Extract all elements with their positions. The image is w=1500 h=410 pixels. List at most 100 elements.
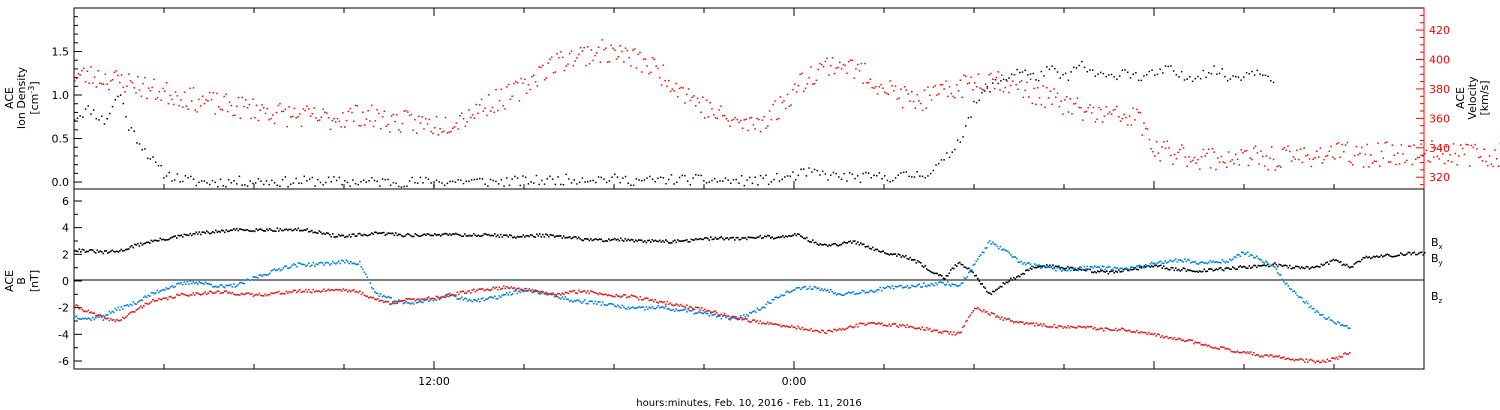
bz-point bbox=[314, 291, 316, 293]
bx-point bbox=[815, 241, 817, 244]
bx-point bbox=[399, 233, 402, 236]
velocity-point bbox=[875, 85, 877, 88]
bz-point bbox=[611, 295, 613, 297]
bz-point bbox=[425, 299, 427, 301]
velocity-point bbox=[432, 132, 434, 135]
bx-point bbox=[1263, 264, 1266, 266]
bz-point bbox=[156, 299, 159, 302]
density-point bbox=[597, 176, 600, 178]
by-point bbox=[1346, 325, 1348, 327]
by-point bbox=[405, 300, 408, 303]
density-point bbox=[794, 179, 797, 181]
bz-point bbox=[1022, 321, 1024, 323]
by-point bbox=[978, 255, 981, 258]
by-point bbox=[1278, 273, 1281, 276]
by-point bbox=[263, 273, 265, 276]
bx-point bbox=[1209, 268, 1212, 270]
bz-point bbox=[1316, 360, 1318, 363]
density-point bbox=[589, 180, 592, 182]
by-point bbox=[87, 317, 90, 319]
density-point bbox=[198, 181, 200, 184]
velocity-point bbox=[119, 81, 121, 84]
bz-point bbox=[752, 319, 754, 321]
bx-point bbox=[819, 243, 822, 245]
bx-point bbox=[1266, 263, 1269, 266]
bx-point bbox=[893, 253, 895, 255]
bx-point bbox=[194, 233, 196, 235]
bx-point bbox=[450, 234, 453, 236]
velocity-point bbox=[1020, 80, 1023, 82]
density-point bbox=[641, 180, 643, 182]
by-point bbox=[1089, 266, 1092, 268]
bx-point bbox=[728, 238, 730, 241]
velocity-point bbox=[633, 48, 636, 50]
bz-point bbox=[936, 329, 939, 332]
density-point bbox=[1189, 76, 1191, 78]
bz-point bbox=[1031, 322, 1033, 325]
bz-point bbox=[674, 304, 676, 306]
by-point bbox=[468, 298, 471, 301]
velocity-point bbox=[896, 98, 899, 100]
bz-point bbox=[77, 305, 79, 307]
density-point bbox=[446, 182, 449, 185]
bz-point bbox=[896, 325, 898, 327]
by-point bbox=[1338, 322, 1341, 324]
bz-point bbox=[1314, 362, 1317, 364]
velocity-point bbox=[1173, 153, 1176, 156]
bx-point bbox=[546, 234, 549, 236]
velocity-point bbox=[1136, 108, 1138, 111]
by-point bbox=[858, 292, 861, 295]
bx-point bbox=[227, 230, 229, 233]
bx-point bbox=[1092, 271, 1095, 274]
bx-point bbox=[260, 228, 262, 230]
bz-point bbox=[264, 293, 267, 295]
bx-point bbox=[1194, 270, 1197, 273]
density-point bbox=[106, 118, 108, 120]
by-point bbox=[579, 300, 582, 303]
velocity-point bbox=[700, 111, 702, 113]
bx-point bbox=[419, 235, 421, 238]
by-point bbox=[944, 284, 946, 286]
velocity-point bbox=[1154, 155, 1156, 157]
bx-point bbox=[1188, 269, 1191, 272]
by-point bbox=[897, 285, 900, 288]
by-point bbox=[881, 289, 883, 292]
by-point bbox=[540, 292, 543, 295]
velocity-point bbox=[696, 97, 699, 100]
by-point bbox=[608, 303, 610, 305]
velocity-point bbox=[619, 45, 621, 47]
by-point bbox=[890, 287, 892, 289]
bx-point bbox=[1316, 265, 1318, 268]
velocity-point bbox=[810, 66, 812, 68]
legend-bx-name: B bbox=[1431, 236, 1439, 249]
bx-point bbox=[429, 234, 432, 237]
velocity-point bbox=[200, 105, 202, 107]
by-point bbox=[546, 293, 549, 296]
velocity-point bbox=[1046, 86, 1048, 89]
velocity-point bbox=[551, 56, 553, 58]
bx-point bbox=[1122, 268, 1125, 271]
density-point bbox=[395, 182, 397, 185]
by-point bbox=[1085, 268, 1087, 270]
bz-point bbox=[918, 327, 921, 329]
velocity-point bbox=[1008, 91, 1010, 94]
velocity-point bbox=[340, 126, 342, 128]
by-point bbox=[756, 307, 759, 310]
bz-point bbox=[285, 290, 288, 293]
by-point bbox=[801, 287, 804, 289]
velocity-point bbox=[1319, 147, 1322, 149]
bz-point bbox=[557, 292, 559, 295]
bz-point bbox=[390, 303, 393, 305]
by-point bbox=[305, 265, 307, 268]
by-point bbox=[173, 286, 175, 289]
density-point bbox=[1262, 74, 1264, 76]
bx-point bbox=[777, 236, 780, 238]
by-point bbox=[821, 288, 823, 290]
by-point bbox=[1064, 269, 1066, 272]
bz-point bbox=[1019, 321, 1021, 323]
velocity-point bbox=[1076, 97, 1079, 99]
bz-point bbox=[795, 328, 798, 330]
bx-point bbox=[735, 236, 738, 239]
bx-point bbox=[389, 232, 391, 235]
bz-point bbox=[533, 291, 535, 293]
